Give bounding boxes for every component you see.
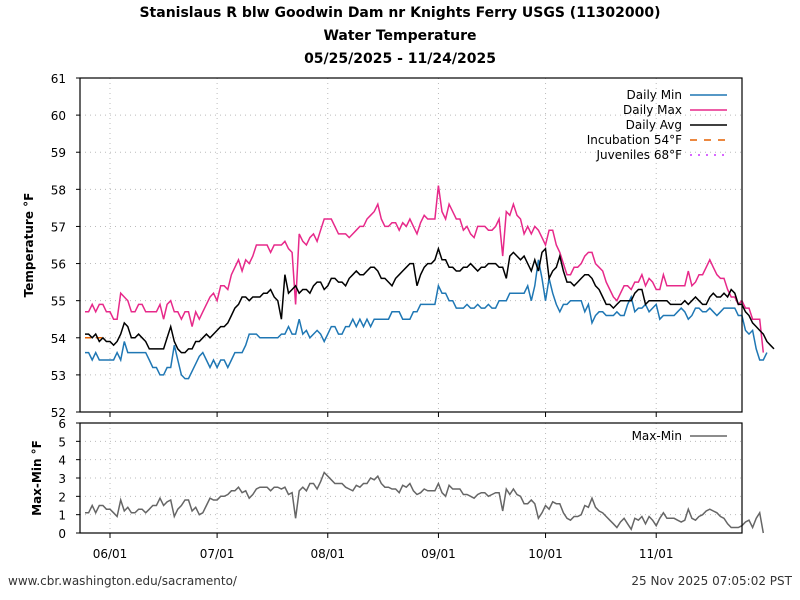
y-tick-label: 61 [51, 72, 66, 86]
y-axis-label-range: Max-Min °F [30, 440, 44, 516]
series-line-daily-avg [85, 246, 775, 354]
series-line-max-min [85, 471, 765, 534]
y-tick-label-range: 0 [58, 527, 66, 541]
y-tick-label-range: 1 [58, 509, 66, 523]
legend-label: Juveniles 68°F [595, 148, 682, 162]
x-tick-label: 10/01 [528, 547, 563, 561]
footer-timestamp: 25 Nov 2025 07:05:02 PST [631, 574, 792, 588]
y-tick-label-range: 6 [58, 417, 66, 431]
legend-label: Daily Max [623, 103, 682, 117]
footer-url[interactable]: www.cbr.washington.edu/sacramento/ [8, 574, 237, 588]
y-tick-label-range: 2 [58, 490, 66, 504]
y-tick-label: 60 [51, 109, 66, 123]
x-tick-label: 06/01 [93, 547, 128, 561]
y-tick-label: 59 [51, 146, 66, 160]
y-tick-label: 58 [51, 183, 66, 197]
chart-title-line2: Water Temperature [323, 28, 477, 44]
legend-label-max-min: Max-Min [632, 429, 682, 443]
y-tick-label: 57 [51, 220, 66, 234]
y-tick-label: 56 [51, 258, 66, 272]
x-tick-label: 08/01 [310, 547, 345, 561]
y-tick-label: 55 [51, 295, 66, 309]
y-tick-label: 54 [51, 332, 66, 346]
legend-label: Incubation 54°F [587, 133, 682, 147]
y-tick-label-range: 3 [58, 472, 66, 486]
y-tick-label: 53 [51, 369, 66, 383]
x-tick-label: 11/01 [639, 547, 674, 561]
series-line-daily-min [85, 259, 768, 380]
plot-frame-max-min [79, 422, 743, 534]
legend-label: Daily Min [627, 88, 682, 102]
y-tick-label-range: 4 [58, 454, 66, 468]
y-axis-label: Temperature °F [22, 193, 36, 298]
x-tick-label: 09/01 [421, 547, 456, 561]
legend-label: Daily Avg [626, 118, 682, 132]
series-line-daily-max [85, 185, 765, 353]
x-tick-label: 07/01 [200, 547, 235, 561]
chart-title-line1: Stanislaus R blw Goodwin Dam nr Knights … [139, 5, 661, 21]
plot-frame-temperature [79, 77, 743, 413]
y-tick-label: 52 [51, 406, 66, 420]
y-tick-label-range: 5 [58, 435, 66, 449]
chart-title-line3: 05/25/2025 - 11/24/2025 [304, 51, 496, 67]
